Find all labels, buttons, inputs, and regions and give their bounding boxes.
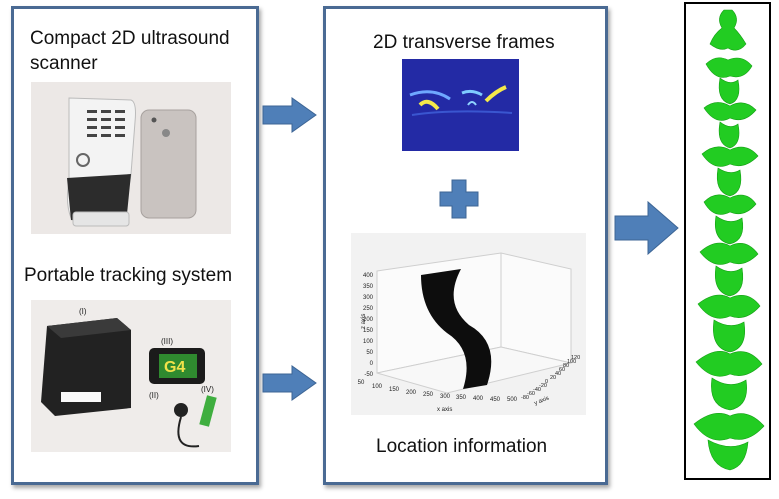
svg-text:-40: -40: [533, 387, 541, 393]
svg-text:450: 450: [490, 397, 501, 403]
svg-text:350: 350: [363, 284, 374, 290]
svg-text:100: 100: [567, 359, 576, 365]
svg-text:200: 200: [406, 390, 417, 396]
transverse-frame-image: [402, 59, 519, 151]
svg-text:100: 100: [363, 339, 374, 345]
svg-text:300: 300: [363, 295, 374, 301]
svg-text:-80: -80: [521, 395, 529, 401]
svg-text:0: 0: [370, 361, 374, 367]
svg-text:-60: -60: [527, 391, 535, 397]
arrow-right-icon: [262, 97, 317, 133]
frames-title: 2D transverse frames: [373, 32, 555, 53]
svg-text:350: 350: [456, 395, 467, 401]
svg-text:250: 250: [423, 392, 434, 398]
tracking-system-photo: G4 (I) (II) (III) (IV): [31, 300, 231, 452]
arrow-right-icon: [262, 365, 317, 401]
svg-text:500: 500: [507, 397, 518, 403]
x-axis-label: x axis: [437, 407, 452, 413]
location-title: Location information: [376, 436, 548, 457]
processing-panel: 2D transverse frames 400: [323, 6, 608, 485]
svg-text:50: 50: [366, 350, 373, 356]
svg-text:20: 20: [550, 375, 556, 381]
scanner-title: Compact 2D ultrasound scanner: [30, 28, 230, 74]
svg-text:0: 0: [545, 379, 548, 385]
svg-text:60: 60: [559, 367, 565, 373]
svg-text:150: 150: [363, 328, 374, 334]
spine-reconstruction-panel: [684, 2, 771, 480]
svg-text:250: 250: [363, 306, 374, 312]
svg-text:40: 40: [555, 371, 561, 377]
svg-text:-20: -20: [539, 383, 547, 389]
input-panel: Compact 2D ultrasound scanner Portable t…: [11, 6, 259, 485]
svg-text:200: 200: [363, 317, 374, 323]
spine-model-image: [693, 9, 765, 471]
svg-text:400: 400: [473, 396, 484, 402]
label-I: (I): [79, 307, 87, 316]
svg-text:80: 80: [563, 363, 569, 369]
svg-text:100: 100: [372, 384, 383, 390]
label-IV: (IV): [201, 385, 214, 394]
svg-text:120: 120: [571, 355, 580, 361]
g4-logo: G4: [164, 359, 185, 376]
arrow-right-icon: [614, 200, 679, 256]
ultrasound-scanner-photo: [31, 82, 231, 234]
label-III: (III): [161, 337, 173, 346]
svg-text:300: 300: [440, 394, 451, 400]
svg-text:150: 150: [389, 387, 400, 393]
y-axis-label: y axis: [534, 396, 550, 407]
svg-text:-50: -50: [364, 372, 373, 378]
label-II: (II): [149, 391, 159, 400]
svg-text:50: 50: [358, 380, 365, 386]
plus-icon: [439, 179, 479, 219]
z-axis-label: z axis: [361, 314, 367, 329]
svg-text:400: 400: [363, 273, 374, 279]
location-3d-plot: 400 350 300 250 200 150 100 50 0 -50 z a…: [351, 233, 586, 415]
tracking-title: Portable tracking system: [24, 265, 233, 286]
